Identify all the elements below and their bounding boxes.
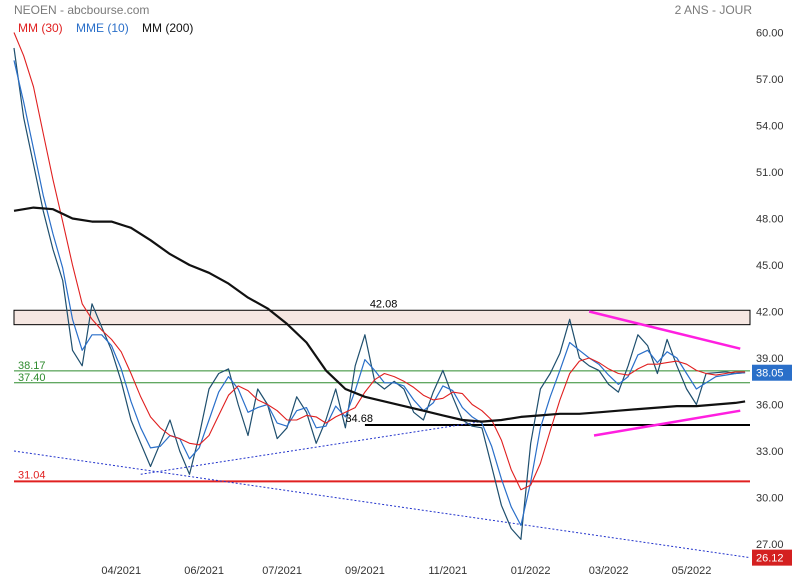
trend-price-badge-bg: [752, 549, 792, 566]
x-tick-label: 01/2022: [511, 565, 551, 577]
current-price-badge-bg: [752, 364, 792, 381]
chart-title: NEOEN - abcbourse.com: [14, 3, 150, 17]
y-tick-label: 57.00: [756, 74, 784, 86]
label-42: 42.08: [370, 298, 398, 310]
y-tick-label: 48.00: [756, 214, 784, 226]
y-tick-label: 36.00: [756, 400, 784, 412]
y-tick-label: 30.00: [756, 493, 784, 505]
axis-ticks: 27.00 30.00 33.00 36.00 39.00 42.00 45.00 48.00…: [101, 28, 783, 578]
lines-layer: [13, 32, 746, 541]
x-tick-label: 09/2021: [345, 565, 385, 577]
period-label: 2 ANS - JOUR: [674, 3, 752, 17]
resistance-band: [13, 309, 751, 326]
x-tick-label: 04/2021: [101, 565, 141, 577]
y-tick-label: 33.00: [756, 446, 784, 458]
y-tick-label: 60.00: [756, 28, 784, 40]
current-price-badge: 38.05: [756, 368, 784, 380]
trend-price-badge: 26.12: [756, 553, 784, 565]
x-tick-label: 06/2021: [184, 565, 224, 577]
trendline-ascending: [140, 419, 492, 475]
y-tick-label: 45.00: [756, 260, 784, 272]
x-tick-label: 11/2021: [428, 565, 467, 577]
label-34: 34.68: [345, 413, 373, 425]
price-line: [13, 47, 746, 541]
levels-layer: [13, 309, 751, 559]
legend-mme10: MME (10): [76, 21, 129, 35]
y-tick-label: 39.00: [756, 353, 784, 365]
mm200-line: [13, 206, 746, 423]
trendline-descending: [13, 450, 751, 559]
y-tick-label: 51.00: [756, 167, 784, 179]
x-tick-label: 03/2022: [589, 565, 629, 577]
mm30-line: [13, 32, 746, 491]
legend-mm30: MM (30): [18, 21, 63, 35]
x-tick-label: 07/2021: [262, 565, 302, 577]
y-tick-label: 42.00: [756, 307, 784, 319]
legend: MM (30) MME (10) MM (200): [18, 21, 203, 35]
label-31: 31.04: [18, 469, 46, 481]
y-tick-label: 27.00: [756, 539, 784, 551]
mme10-line: [13, 60, 746, 527]
legend-mm200: MM (200): [142, 21, 194, 35]
x-tick-label: 05/2022: [672, 565, 712, 577]
label-green-low: 37.40: [18, 372, 46, 384]
triangle-upper: [588, 310, 741, 350]
label-green-high: 38.17: [18, 360, 46, 372]
y-tick-label: 54.00: [756, 121, 784, 133]
triangle-lower: [593, 409, 741, 437]
